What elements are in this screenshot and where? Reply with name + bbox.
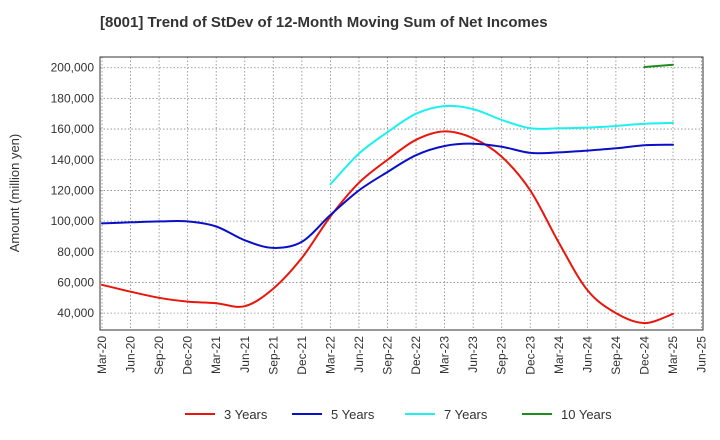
series-line-5-years [101,142,674,249]
x-tick-label: Sep-23 [495,336,509,375]
x-tick-label: Jun-21 [238,336,252,373]
series-line-7-years [329,104,674,186]
y-tick-label: 180,000 [51,91,95,105]
x-tick-label: Mar-22 [323,336,337,374]
y-tick-label: 80,000 [57,245,94,259]
plot-frame [99,56,704,331]
legend-label-7-years: 7 Years [444,407,488,422]
series-layer [101,63,674,325]
series-line-3-years [101,130,674,325]
x-tick-label: Mar-25 [666,336,680,374]
x-tick-label: Jun-24 [580,336,594,373]
y-tick-label: 200,000 [51,61,95,75]
x-tick-label: Dec-21 [295,336,309,375]
legend-label-3-years: 3 Years [224,407,268,422]
y-tick-label: 140,000 [51,153,95,167]
y-tick-label: 40,000 [57,306,94,320]
x-tick-label: Mar-21 [209,336,223,374]
x-tick-label: Jun-20 [124,336,138,373]
y-tick-labels: 40,000 60,000 80,000 100,000 120,000 140,000 1… [51,61,95,320]
x-tick-label: Jun-23 [466,336,480,373]
x-tick-label: Mar-23 [438,336,452,374]
x-tick-label: Jun-25 [695,336,709,373]
y-tick-label: 100,000 [51,214,95,228]
x-tick-label: Mar-20 [95,336,109,374]
x-tick-labels: Mar-20 Jun-20 Sep-20 Dec-20 Mar-21 Jun-21 Sep-… [95,336,709,375]
x-tick-label: Dec-20 [181,336,195,375]
x-tick-label: Sep-22 [381,336,395,375]
x-tick-label: Jun-22 [352,336,366,373]
series-line-10-years [643,63,674,68]
chart-title: [8001] Trend of StDev of 12-Month Moving… [100,14,548,31]
y-tick-label: 160,000 [51,122,95,136]
legend-label-5-years: 5 Years [331,407,375,422]
x-tick-label: Dec-22 [409,336,423,375]
legend: 3 Years 5 Years 7 Years 10 Years [185,407,612,422]
x-tick-label: Sep-21 [266,336,280,375]
x-tick-label: Dec-23 [523,336,537,375]
y-axis-label: Amount (million yen) [7,134,22,253]
x-tick-label: Sep-20 [152,336,166,375]
legend-label-10-years: 10 Years [561,407,612,422]
grid-layer [100,57,703,330]
y-tick-label: 120,000 [51,183,95,197]
x-tick-label: Mar-24 [552,336,566,374]
y-tick-label: 60,000 [57,275,94,289]
x-tick-label: Sep-24 [609,336,623,375]
x-tick-label: Dec-24 [637,336,651,375]
